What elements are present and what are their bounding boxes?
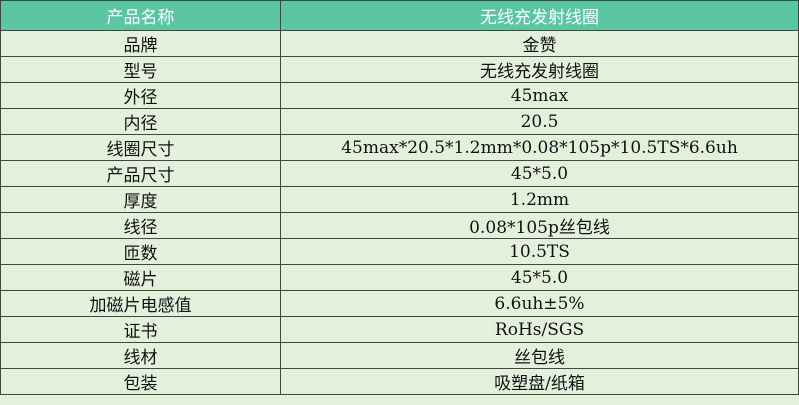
label-cell: 证书	[0, 316, 281, 343]
value-cell: 45*5.0	[280, 264, 799, 291]
table-row: 型号 无线充发射线圈	[0, 56, 799, 83]
value-cell: 丝包线	[280, 342, 799, 369]
table-row: 加磁片电感值 6.6uh±5%	[0, 290, 799, 317]
value-cell: 0.08*105p丝包线	[280, 212, 799, 239]
value-cell: 吸塑盘/纸箱	[280, 368, 799, 395]
value-cell: 10.5TS	[280, 238, 799, 265]
table-row: 匝数 10.5TS	[0, 238, 799, 265]
label-cell: 线材	[0, 342, 281, 369]
table-row: 外径 45max	[0, 82, 799, 109]
table-row: 线圈尺寸 45max*20.5*1.2mm*0.08*105p*10.5TS*6.…	[0, 134, 799, 161]
value-cell: 45max	[280, 82, 799, 109]
label-cell: 型号	[0, 56, 281, 83]
label-cell: 线圈尺寸	[0, 134, 281, 161]
value-cell: 1.2mm	[280, 186, 799, 213]
label-cell: 产品尺寸	[0, 160, 281, 187]
spec-table: 产品名称 无线充发射线圈 品牌 金赞 型号 无线充发射线圈 外径 45max 内径 20.5 线圈尺…	[0, 0, 799, 395]
label-cell: 外径	[0, 82, 281, 109]
value-cell: 无线充发射线圈	[280, 56, 799, 83]
label-cell: 产品名称	[0, 0, 281, 31]
table-row: 线径 0.08*105p丝包线	[0, 212, 799, 239]
label-cell: 品牌	[0, 30, 281, 57]
value-cell: 6.6uh±5%	[280, 290, 799, 317]
label-cell: 厚度	[0, 186, 281, 213]
value-cell: 45max*20.5*1.2mm*0.08*105p*10.5TS*6.6uh	[280, 134, 799, 161]
table-row: 磁片 45*5.0	[0, 264, 799, 291]
table-row: 线材 丝包线	[0, 342, 799, 369]
value-cell: RoHs/SGS	[280, 316, 799, 343]
value-cell: 20.5	[280, 108, 799, 135]
table-row: 包装 吸塑盘/纸箱	[0, 368, 799, 395]
label-cell: 内径	[0, 108, 281, 135]
label-cell: 磁片	[0, 264, 281, 291]
table-row: 产品尺寸 45*5.0	[0, 160, 799, 187]
table-row: 厚度 1.2mm	[0, 186, 799, 213]
label-cell: 包装	[0, 368, 281, 395]
label-cell: 匝数	[0, 238, 281, 265]
value-cell: 45*5.0	[280, 160, 799, 187]
table-row: 内径 20.5	[0, 108, 799, 135]
table-row: 证书 RoHs/SGS	[0, 316, 799, 343]
table-row: 品牌 金赞	[0, 30, 799, 57]
label-cell: 加磁片电感值	[0, 290, 281, 317]
header-row: 产品名称 无线充发射线圈	[0, 0, 799, 31]
label-cell: 线径	[0, 212, 281, 239]
table-body: 产品名称 无线充发射线圈 品牌 金赞 型号 无线充发射线圈 外径 45max 内径 20.5 线圈尺…	[0, 0, 799, 395]
value-cell: 无线充发射线圈	[280, 0, 799, 31]
value-cell: 金赞	[280, 30, 799, 57]
